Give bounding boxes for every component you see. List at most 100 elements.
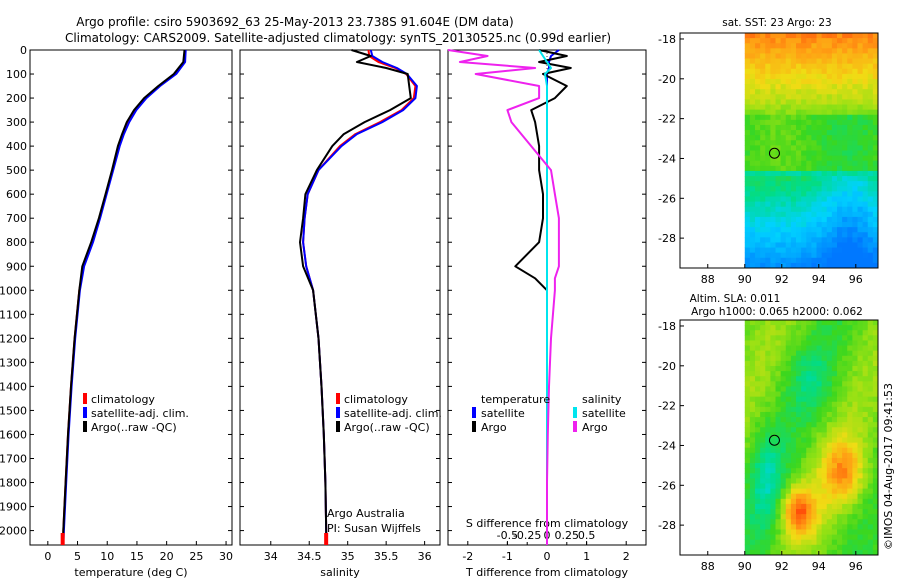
legend-swatch-temp-satellite bbox=[472, 407, 476, 418]
map-cell bbox=[862, 33, 869, 39]
map-cell bbox=[790, 544, 797, 551]
x-tick-label: -2 bbox=[462, 550, 473, 563]
map-cell bbox=[765, 89, 771, 95]
map-cell bbox=[821, 104, 828, 111]
map-cell bbox=[760, 463, 766, 469]
map-cell bbox=[801, 165, 807, 172]
map-cell bbox=[821, 33, 828, 39]
legend-argo: Argo(..raw -QC) bbox=[91, 421, 177, 434]
map-cell bbox=[796, 452, 802, 459]
map-cell bbox=[852, 130, 858, 136]
map-cell bbox=[806, 539, 812, 546]
map-cell bbox=[785, 437, 792, 444]
map-cell bbox=[755, 222, 761, 228]
map-cell bbox=[770, 391, 776, 398]
map-cell bbox=[760, 227, 766, 233]
map-cell bbox=[811, 549, 817, 556]
map-cell bbox=[872, 170, 879, 177]
map-cell bbox=[831, 78, 838, 85]
map-cell bbox=[821, 483, 828, 489]
map-cell bbox=[806, 94, 812, 100]
map-cell bbox=[801, 355, 807, 362]
map-cell bbox=[867, 427, 874, 433]
map-cell bbox=[867, 345, 874, 352]
map-cell bbox=[755, 320, 761, 326]
map-cell bbox=[816, 160, 823, 167]
map-cell bbox=[775, 130, 782, 136]
map-cell bbox=[816, 396, 823, 403]
map-cell bbox=[775, 463, 782, 469]
map-cell bbox=[826, 320, 833, 326]
map-cell bbox=[744, 417, 751, 423]
map-cell bbox=[862, 391, 869, 398]
map-cell bbox=[811, 257, 817, 264]
map-cell bbox=[775, 524, 782, 530]
map-cell bbox=[780, 427, 787, 433]
map-cell bbox=[760, 406, 766, 413]
map-cell bbox=[749, 206, 756, 213]
map-cell bbox=[790, 99, 797, 105]
map-cell bbox=[790, 386, 797, 392]
legend-salinity-head: salinity bbox=[582, 393, 622, 406]
map-cell bbox=[760, 529, 766, 535]
map-cell bbox=[852, 94, 858, 100]
map-cell bbox=[826, 493, 833, 500]
map-cell bbox=[760, 411, 766, 418]
x-axis-label: T difference from climatology bbox=[465, 566, 628, 579]
map-cell bbox=[852, 325, 858, 331]
map-cell bbox=[847, 216, 853, 223]
map-cell bbox=[821, 53, 828, 59]
map-cell bbox=[867, 201, 874, 208]
map-cell bbox=[780, 38, 787, 44]
map-cell bbox=[790, 94, 797, 100]
legend-sal-argo: Argo bbox=[582, 421, 608, 434]
map-cell bbox=[821, 335, 828, 341]
map-cell bbox=[775, 529, 782, 535]
map-cell bbox=[806, 483, 812, 489]
map-cell bbox=[755, 534, 761, 541]
map-cell bbox=[872, 447, 879, 454]
map-cell bbox=[780, 544, 787, 551]
map-cell bbox=[821, 350, 828, 357]
map-cell bbox=[806, 109, 812, 116]
map-cell bbox=[806, 386, 812, 392]
map-cell bbox=[765, 381, 771, 387]
map-cell bbox=[857, 165, 864, 172]
map-cell bbox=[816, 119, 823, 126]
map-cell bbox=[867, 73, 874, 80]
map-cell bbox=[821, 247, 828, 254]
map-cell bbox=[770, 509, 776, 515]
map-cell bbox=[831, 58, 838, 65]
map-cell bbox=[831, 165, 838, 172]
map-cell bbox=[801, 417, 807, 423]
map-cell bbox=[770, 498, 776, 505]
map-cell bbox=[806, 447, 812, 454]
map-cell bbox=[796, 165, 802, 172]
map-cell bbox=[862, 63, 869, 70]
map-cell bbox=[780, 222, 787, 228]
map-cell bbox=[852, 211, 858, 218]
map-cell bbox=[785, 381, 792, 387]
map-cell bbox=[765, 216, 771, 223]
map-cell bbox=[857, 325, 864, 331]
map-cell bbox=[744, 355, 751, 362]
map-cell bbox=[847, 196, 853, 202]
series-line-argo-raw-qc- bbox=[299, 49, 412, 545]
map-cell bbox=[862, 406, 869, 413]
map-cell bbox=[801, 155, 807, 162]
map-cell bbox=[862, 124, 869, 131]
map-cell bbox=[770, 325, 776, 331]
map-cell bbox=[785, 519, 792, 525]
map-cell bbox=[831, 437, 838, 444]
map-cell bbox=[862, 350, 869, 357]
map-cell bbox=[765, 463, 771, 469]
map-cell bbox=[826, 201, 833, 208]
map-cell bbox=[842, 365, 848, 372]
map-cell bbox=[749, 135, 756, 141]
map-cell bbox=[775, 262, 782, 269]
map-cell bbox=[857, 493, 864, 500]
map-cell bbox=[826, 473, 833, 479]
legend-swatch-temp-argo bbox=[472, 421, 476, 432]
map-cell bbox=[760, 33, 766, 39]
map-cell bbox=[775, 252, 782, 259]
